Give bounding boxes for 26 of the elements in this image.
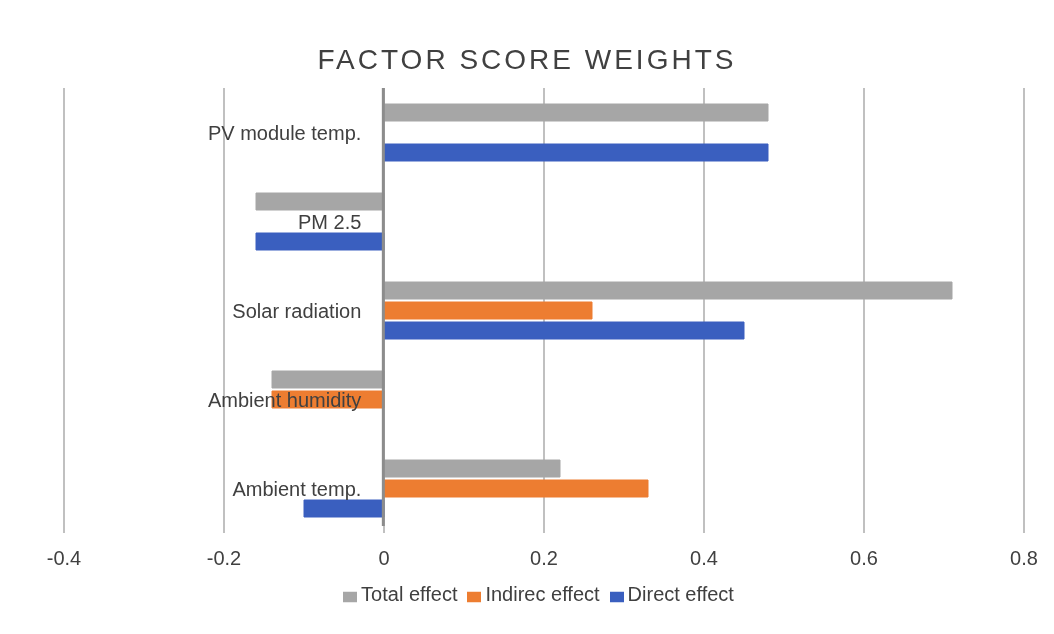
y-tick-label: Solar radiation (232, 299, 362, 322)
legend-label: Direct effect (627, 583, 734, 605)
y-tick-label: PM 2.5 (297, 210, 362, 233)
bar (383, 143, 769, 162)
legend-label: Indirec effect (485, 583, 600, 605)
y-tick-label: Ambient temp. (232, 477, 362, 500)
bar (383, 479, 649, 498)
x-tick-label: -0.2 (206, 547, 242, 570)
bar (303, 499, 385, 518)
bar (255, 232, 385, 251)
x-tick-label: 0.2 (530, 547, 558, 570)
bar (383, 459, 561, 478)
chart-title: FACTOR SCORE WEIGHTS (316, 44, 738, 76)
x-tick-label: 0.6 (850, 547, 878, 570)
x-tick-label: 0.4 (690, 547, 718, 570)
bar (383, 321, 745, 340)
bar (271, 370, 385, 389)
bar (383, 281, 953, 300)
x-tick-label: 0 (378, 547, 390, 570)
bar (383, 301, 593, 320)
x-tick-label: 0.8 (1010, 547, 1038, 570)
x-tick-label: -0.4 (46, 547, 82, 570)
legend-label: Total effect (361, 583, 458, 605)
bar (255, 192, 385, 211)
y-tick-label: PV module temp. (207, 121, 362, 144)
bar (383, 103, 769, 122)
